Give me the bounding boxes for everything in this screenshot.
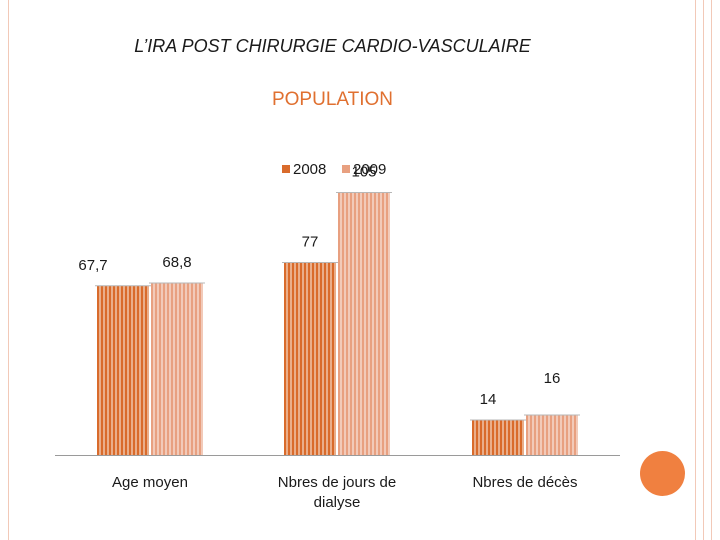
data-label-2009-1: 105	[351, 164, 376, 181]
x-tick-label-1-1: dialyse	[314, 494, 361, 511]
bar-2008-2	[472, 420, 524, 455]
bar-2008-1	[284, 262, 336, 455]
legend-swatch-2008	[282, 165, 290, 173]
frame-line-right-3	[711, 0, 712, 540]
chart-title: POPULATION	[271, 89, 394, 110]
data-label-2008-1: 77	[302, 234, 319, 251]
legend-item-2009: 2009	[342, 161, 386, 178]
x-tick-label-0-0: Age moyen	[112, 474, 188, 491]
bar-texture-2008-2	[474, 420, 524, 455]
bar-texture-2009-2	[528, 415, 578, 455]
frame-line-left	[8, 0, 9, 540]
data-label-2008-0: 67,7	[78, 257, 107, 274]
bar-texture-2009-1	[340, 192, 390, 455]
legend-label-2009: 2009	[353, 161, 387, 178]
legend-item-2008: 2008	[282, 161, 326, 178]
slide-title: L’IRA POST CHIRURGIE CARDIO-VASCULAIRE	[134, 36, 531, 56]
frame-line-right-1	[695, 0, 696, 540]
bar-2009-1	[338, 192, 390, 455]
data-label-2008-2: 14	[480, 391, 497, 408]
x-tick-label-1-0: Nbres de jours de	[278, 474, 396, 491]
legend-label-2008: 2008	[293, 161, 327, 178]
bar-2009-2	[526, 415, 578, 455]
data-label-2009-2: 16	[544, 370, 561, 387]
data-label-2009-0: 68,8	[162, 254, 191, 271]
frame-line-right-2	[703, 0, 704, 540]
decorative-circle	[640, 451, 685, 496]
bar-2009-0	[151, 283, 203, 455]
bar-texture-2008-0	[99, 285, 149, 455]
x-tick-label-2-0: Nbres de décès	[472, 474, 577, 491]
bar-2008-0	[97, 285, 149, 455]
bar-texture-2009-0	[153, 283, 203, 455]
legend-swatch-2009	[342, 165, 350, 173]
bar-texture-2008-1	[286, 262, 336, 455]
